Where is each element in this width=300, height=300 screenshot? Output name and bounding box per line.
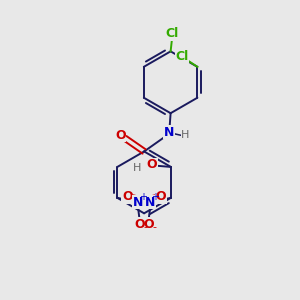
Text: Cl: Cl [166, 27, 179, 40]
Text: N: N [145, 196, 155, 209]
Text: -: - [153, 222, 157, 232]
Text: -: - [143, 222, 147, 232]
Text: O: O [156, 190, 166, 203]
Text: O: O [143, 218, 154, 231]
Text: O: O [134, 218, 145, 231]
Text: O: O [122, 190, 133, 203]
Text: N: N [133, 196, 143, 209]
Text: +: + [139, 192, 147, 202]
Text: Cl: Cl [175, 50, 188, 63]
Text: H: H [133, 163, 141, 173]
Text: N: N [164, 126, 174, 139]
Text: O: O [115, 129, 126, 142]
Text: H: H [181, 130, 190, 140]
Text: +: + [151, 192, 159, 202]
Text: O: O [146, 158, 157, 171]
